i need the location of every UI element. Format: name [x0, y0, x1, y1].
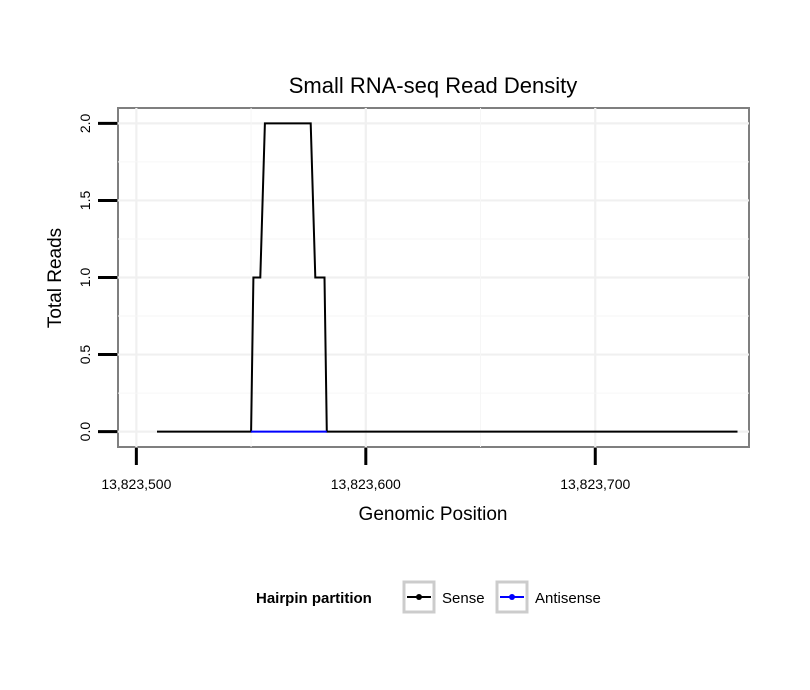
y-tick-label: 1.0 — [77, 268, 93, 288]
series-layer — [157, 122, 738, 433]
chart-title: Small RNA-seq Read Density — [289, 73, 578, 98]
legend-label-antisense: Antisense — [535, 590, 601, 607]
series-line-sense — [157, 122, 738, 433]
y-axis: 0.0 0.5 1.0 1.5 2.0 — [77, 113, 117, 441]
y-tick-label: 2.0 — [77, 113, 93, 133]
y-tick-label: 1.5 — [77, 191, 93, 211]
y-tick-label: 0.5 — [77, 345, 93, 365]
x-axis-title: Genomic Position — [359, 504, 508, 525]
x-tick-label: 13,823,700 — [560, 476, 630, 492]
x-tick-label: 13,823,600 — [331, 476, 401, 492]
x-tick-label: 13,823,500 — [101, 476, 171, 492]
legend-point — [416, 594, 422, 600]
legend-point — [509, 594, 515, 600]
legend: Hairpin partition Sense Antisense — [256, 580, 601, 614]
y-axis-title: Total Reads — [45, 228, 66, 328]
x-axis: 13,823,500 13,823,600 13,823,700 — [101, 448, 631, 492]
legend-key-antisense — [495, 580, 529, 614]
legend-label-sense: Sense — [442, 590, 485, 607]
legend-title: Hairpin partition — [256, 590, 372, 607]
y-tick-label: 0.0 — [77, 422, 93, 442]
